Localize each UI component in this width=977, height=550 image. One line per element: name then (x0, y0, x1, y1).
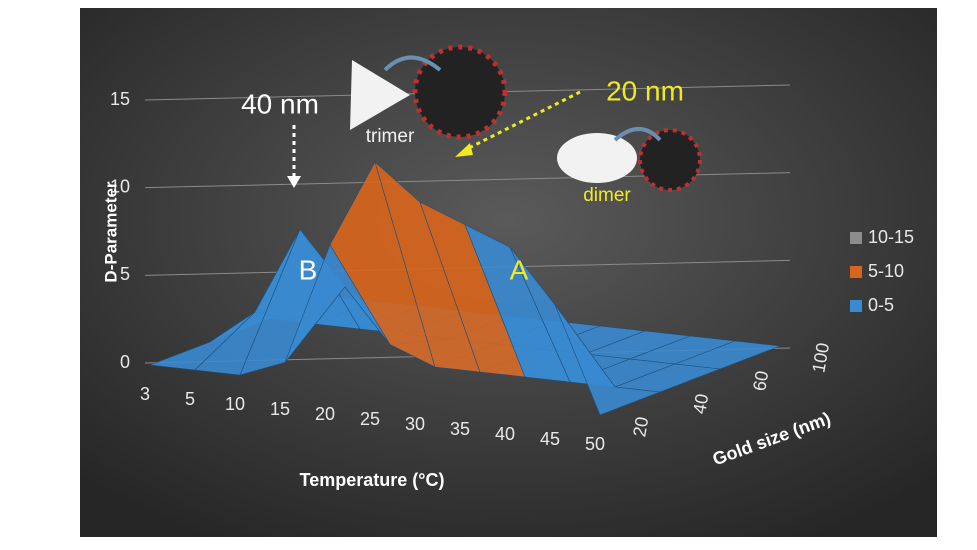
legend-swatch (850, 266, 862, 278)
x-tick-label: 45 (540, 429, 560, 449)
x-tick-label: 5 (185, 389, 195, 409)
dimer-arrow (613, 127, 662, 142)
x-tick-label: 20 (315, 404, 335, 424)
legend-label: 0-5 (868, 295, 894, 315)
dimer-cluster (638, 128, 702, 192)
y-tick-label: 15 (110, 89, 130, 109)
dimer-icon (557, 133, 637, 183)
x-tick-label: 15 (270, 399, 290, 419)
surface (149, 161, 781, 416)
z-tick-label: 20 (629, 415, 652, 438)
legend-label: 5-10 (868, 261, 904, 281)
x-tick-label: 40 (495, 424, 515, 444)
x-tick-label: 30 (405, 414, 425, 434)
x-tick-label: 50 (585, 434, 605, 454)
x-tick-label: 25 (360, 409, 380, 429)
annotation: 40 nm (241, 88, 319, 119)
x-tick-label: 10 (225, 394, 245, 414)
y-tick-label: 0 (120, 352, 130, 372)
annotation: A (510, 254, 529, 285)
y-axis-label: D-Parameter (101, 181, 120, 282)
arrowhead (455, 143, 473, 157)
y-tick-label: 10 (110, 176, 130, 196)
legend-swatch (850, 232, 862, 244)
x-axis-label: Temperature (°C) (300, 470, 445, 490)
z-tick-label: 60 (749, 369, 772, 392)
y-tick-label: 5 (120, 264, 130, 284)
x-tick-label: 35 (450, 419, 470, 439)
trimer-arrow (383, 55, 442, 72)
annotation: trimer (366, 126, 415, 147)
annotation: B (299, 254, 318, 285)
x-tick-label: 3 (140, 384, 150, 404)
arrow-20nm (464, 90, 581, 152)
surface-cell (554, 304, 661, 416)
legend-swatch (850, 300, 862, 312)
arrowhead (287, 176, 301, 188)
trimer-icon (350, 60, 410, 130)
annotation: dimer (583, 185, 631, 206)
annotation: 20 nm (606, 75, 684, 106)
z-tick-label: 40 (689, 392, 712, 415)
legend-label: 10-15 (868, 227, 914, 247)
